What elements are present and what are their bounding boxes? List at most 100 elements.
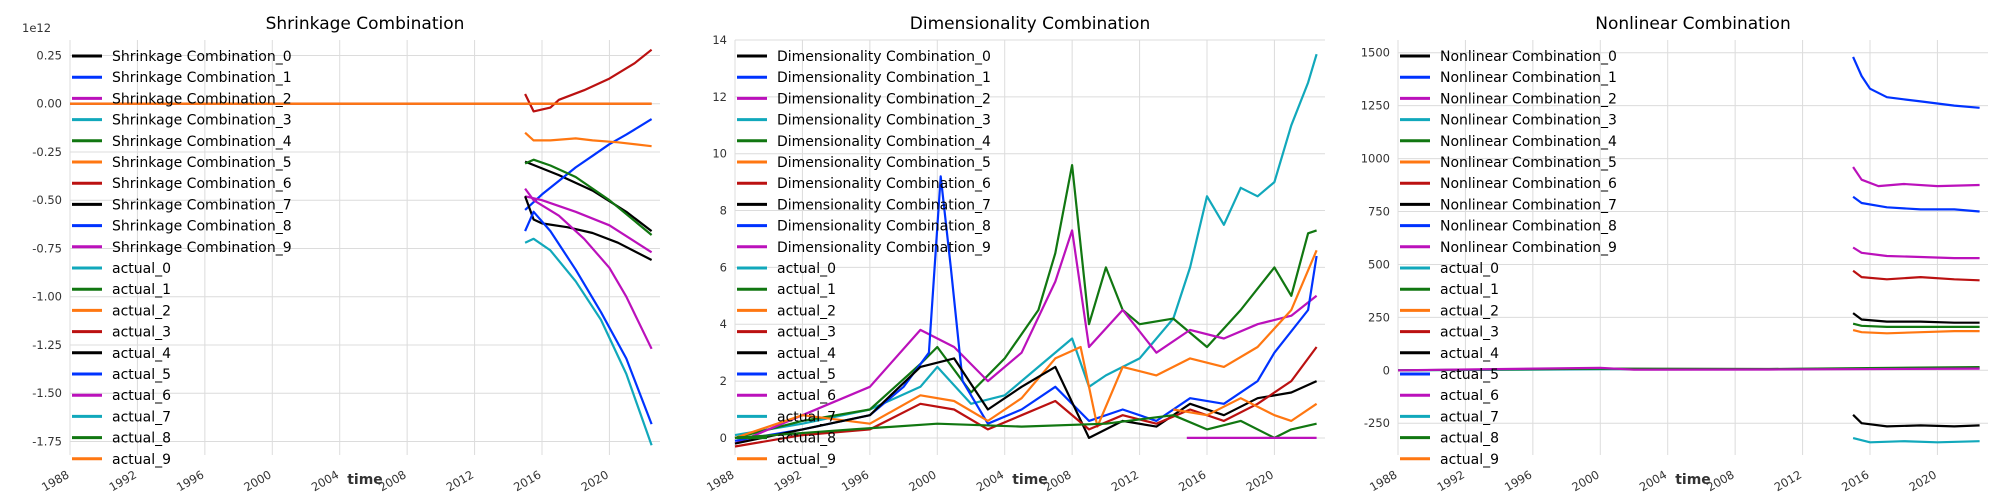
legend-label: actual_5 — [112, 367, 171, 383]
chart-title: Nonlinear Combination — [1595, 14, 1790, 34]
legend-label: actual_0 — [112, 261, 171, 277]
legend-label: Shrinkage Combination_7 — [112, 197, 292, 213]
y-tick-label: 1000 — [1361, 152, 1390, 166]
y-tick-label: 500 — [1368, 257, 1390, 271]
series-line-5 — [734, 357, 1318, 445]
x-tick-label: 1992 — [772, 467, 804, 494]
legend-label: actual_1 — [112, 282, 171, 298]
legend-label: actual_5 — [777, 367, 836, 383]
y-tick-label: 1500 — [1361, 46, 1390, 60]
x-tick-label: 1988 — [39, 467, 71, 494]
y-tick-label: -1.25 — [32, 338, 62, 352]
chart-title: Dimensionality Combination — [910, 14, 1150, 34]
legend-label: Dimensionality Combination_8 — [777, 219, 991, 235]
legend-label: Shrinkage Combination_8 — [112, 219, 292, 235]
series-line-3 — [734, 175, 1318, 442]
y-tick-label: 2 — [720, 374, 727, 388]
legend-label: Shrinkage Combination_9 — [112, 240, 292, 256]
legend-label: actual_7 — [112, 409, 171, 425]
legend-label: actual_7 — [777, 409, 836, 425]
series-line-12 — [1852, 437, 1980, 444]
legend-label: actual_1 — [1440, 282, 1499, 298]
x-tick-label: 2000 — [1569, 467, 1601, 494]
legend: Nonlinear Combination_0 Nonlinear Combina… — [1400, 49, 1617, 468]
legend-label: Nonlinear Combination_2 — [1440, 91, 1617, 107]
legend-label: actual_0 — [777, 261, 836, 277]
legend-label: actual_6 — [777, 388, 836, 404]
chart-panel-0: 0.25 0.00 -0.25 -0.50 -0.75 -1.00 -1.25 -1.50 -1… — [22, 14, 660, 494]
y-tick-label: -1.00 — [32, 290, 62, 304]
series-line-4 — [1852, 269, 1980, 282]
x-tick-label: 1988 — [1367, 467, 1399, 494]
series-line-7 — [734, 414, 1317, 439]
legend-label: actual_9 — [1440, 452, 1499, 468]
series-line-9 — [524, 187, 653, 350]
x-tick-label: 1992 — [1435, 467, 1467, 494]
legend-label: actual_5 — [1440, 367, 1499, 383]
series-line-10 — [524, 131, 652, 148]
legend-label: Nonlinear Combination_0 — [1440, 49, 1617, 65]
series-line-6 — [734, 346, 1318, 448]
y-tick-label: 10 — [712, 147, 727, 161]
legend-label: actual_4 — [112, 346, 171, 362]
legend-label: actual_2 — [112, 303, 171, 319]
x-tick-label: 2016 — [511, 467, 543, 494]
legend-label: Shrinkage Combination_6 — [112, 176, 292, 192]
legend-label: Dimensionality Combination_9 — [777, 240, 991, 256]
series-line-1 — [1852, 166, 1980, 188]
legend-label: Shrinkage Combination_3 — [112, 113, 292, 129]
y-tick-label: 1250 — [1361, 99, 1390, 113]
y-tick-label: 250 — [1368, 310, 1390, 324]
series-line-2 — [524, 195, 653, 254]
y-scale-note: 1e12 — [22, 21, 51, 35]
legend-label: Shrinkage Combination_0 — [112, 49, 292, 65]
legend-label: Nonlinear Combination_8 — [1440, 219, 1617, 235]
x-tick-label: 2020 — [1907, 467, 1939, 494]
legend-label: Nonlinear Combination_9 — [1440, 240, 1617, 256]
x-tick-label: 2020 — [579, 467, 611, 494]
x-tick-label: 2004 — [309, 467, 341, 494]
legend-label: actual_3 — [112, 325, 171, 341]
y-tick-label: -0.25 — [32, 145, 62, 159]
legend-label: actual_0 — [1440, 261, 1499, 277]
legend-label: actual_6 — [1440, 388, 1499, 404]
series-line-0 — [524, 160, 653, 232]
legend-label: Nonlinear Combination_7 — [1440, 197, 1617, 213]
legend-label: Nonlinear Combination_5 — [1440, 155, 1617, 171]
x-axis-label: time — [1012, 472, 1048, 488]
series-line-3 — [1852, 246, 1980, 260]
legend-label: actual_4 — [777, 346, 836, 362]
legend-label: Shrinkage Combination_2 — [112, 91, 292, 107]
y-tick-label: 750 — [1368, 205, 1390, 219]
y-tick-label: -0.75 — [32, 241, 62, 255]
series-line-10 — [1397, 366, 1980, 372]
legend: Dimensionality Combination_0 Dimensionali… — [737, 49, 991, 468]
series-line-3 — [524, 237, 653, 446]
series-line-1 — [524, 118, 653, 211]
x-tick-label: 2016 — [1176, 467, 1208, 494]
x-tick-label: 2012 — [1772, 467, 1804, 494]
legend: Shrinkage Combination_0 Shrinkage Combina… — [72, 49, 292, 468]
x-tick-label: 2000 — [906, 467, 938, 494]
legend-label: actual_2 — [1440, 303, 1499, 319]
legend-label: actual_3 — [777, 325, 836, 341]
x-tick-label: 1988 — [704, 467, 736, 494]
legend-label: Dimensionality Combination_1 — [777, 70, 991, 86]
legend-label: actual_9 — [112, 452, 171, 468]
x-tick-label: 2020 — [1244, 467, 1276, 494]
y-tick-label: 8 — [720, 204, 727, 218]
x-tick-label: 2012 — [444, 467, 476, 494]
series-line-11 — [524, 48, 653, 113]
legend-label: Shrinkage Combination_4 — [112, 134, 292, 150]
x-tick-label: 2012 — [1109, 467, 1141, 494]
legend-label: actual_9 — [777, 452, 836, 468]
x-tick-label: 1996 — [174, 467, 206, 494]
legend-label: Dimensionality Combination_7 — [777, 197, 991, 213]
legend-label: actual_6 — [112, 388, 171, 404]
x-tick-label: 2016 — [1839, 467, 1871, 494]
legend-label: actual_8 — [777, 431, 836, 447]
y-tick-label: 0 — [1383, 363, 1390, 377]
legend-label: Nonlinear Combination_1 — [1440, 70, 1617, 86]
